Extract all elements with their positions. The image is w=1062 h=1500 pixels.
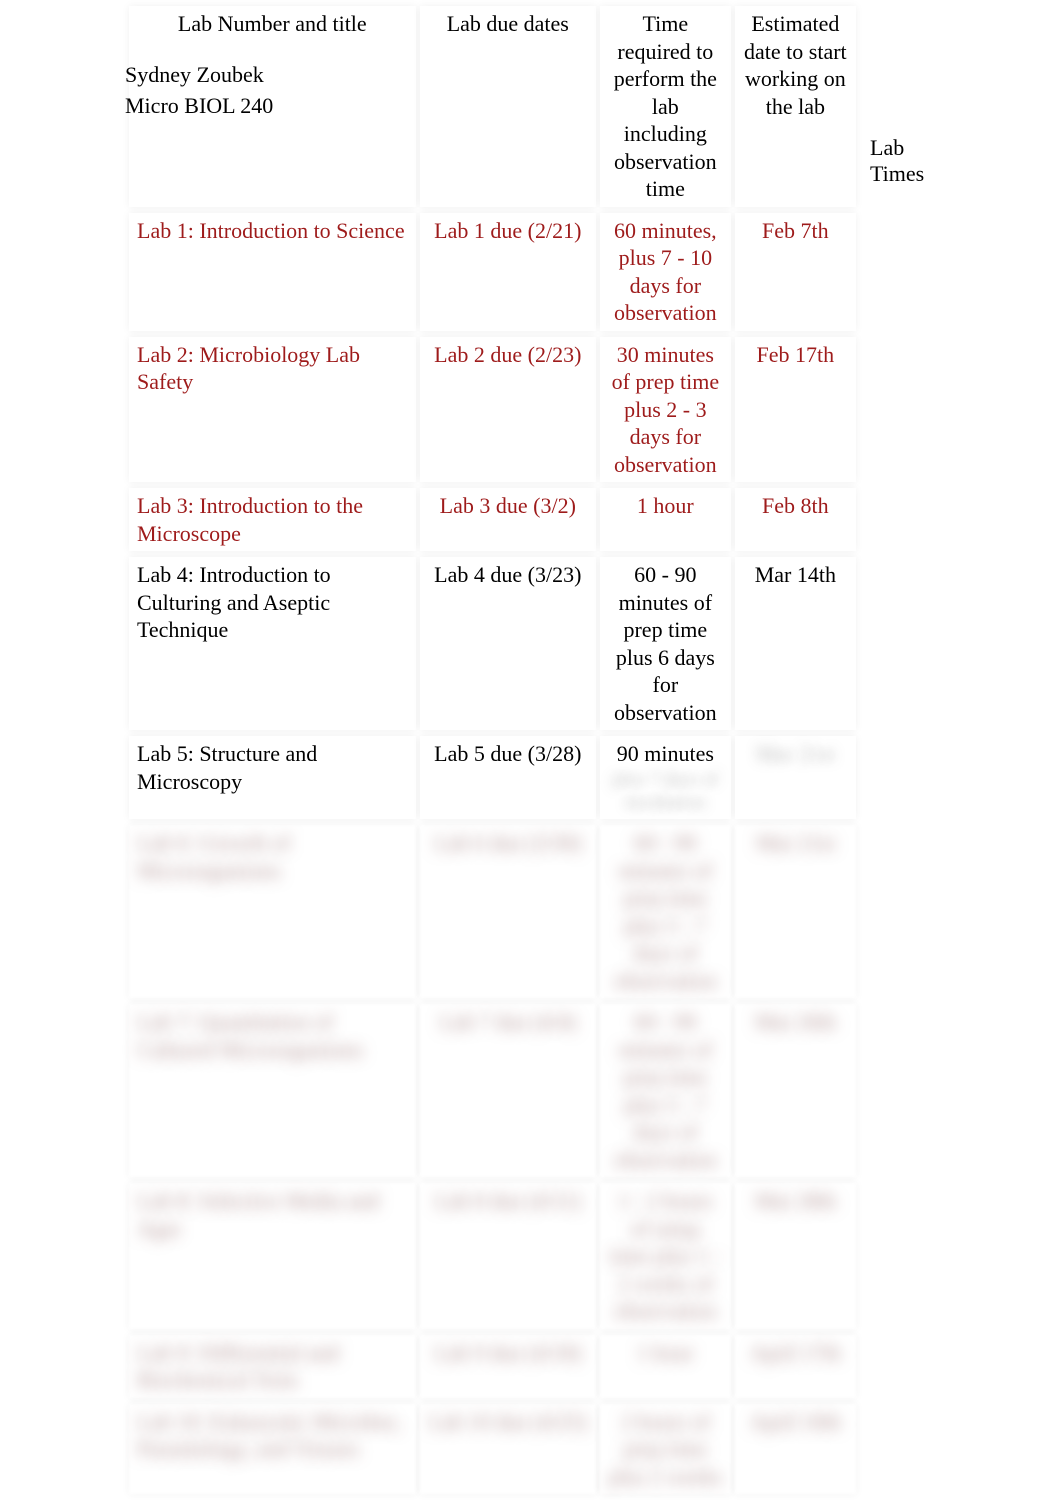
- table-row: Lab 7: Quantitation of Cultured Microorg…: [129, 1004, 856, 1177]
- cell-due: Lab 3 due (3/2): [420, 488, 596, 551]
- table-row: Lab 9: Differential and Biochemical Test…: [129, 1335, 856, 1398]
- cell-start: Feb 8th: [735, 488, 856, 551]
- page-container: Lab Times Lab Number and title Lab due d…: [0, 0, 1062, 1377]
- cell-start: Mar 26th: [735, 1004, 856, 1177]
- cell-title: Lab 7: Quantitation of Cultured Microorg…: [129, 1004, 416, 1177]
- table-row: Lab 8: Selective Media and AgarLab 8 due…: [129, 1183, 856, 1329]
- lab-schedule-table: Lab Number and title Lab due dates Time …: [125, 0, 860, 1500]
- table-row: Lab 3: Introduction to the MicroscopeLab…: [129, 488, 856, 551]
- cell-start: Feb 17th: [735, 337, 856, 483]
- cell-start: Mar 21st: [735, 825, 856, 998]
- cell-title: Lab 3: Introduction to the Microscope: [129, 488, 416, 551]
- cell-due: Lab 7 due (4/4): [420, 1004, 596, 1177]
- table-row: Lab 1: Introduction to ScienceLab 1 due …: [129, 213, 856, 331]
- student-name: Sydney Zoubek: [125, 60, 273, 91]
- cell-time-sub: plus 7 days of incubation: [608, 768, 723, 816]
- cell-title: Lab 4: Introduction to Culturing and Ase…: [129, 557, 416, 730]
- cell-due: Lab 5 due (3/28): [420, 736, 596, 819]
- table-row: Lab 5: Structure and MicroscopyLab 5 due…: [129, 736, 856, 819]
- cell-due: Lab 1 due (2/21): [420, 213, 596, 331]
- cell-time: 1 hour: [600, 1335, 731, 1398]
- cell-start: April 17th: [735, 1335, 856, 1398]
- cell-title: Lab 6: Growth of Microorganisms: [129, 825, 416, 998]
- cell-title: Lab 8: Selective Media and Agar: [129, 1183, 416, 1329]
- side-label: Lab Times: [870, 135, 924, 188]
- cell-start: Mar 28th: [735, 1183, 856, 1329]
- cell-time: 60 - 90 minutes of prep time plus 5 - 7 …: [600, 825, 731, 998]
- cell-start: Mar 21st: [735, 736, 856, 819]
- cell-due: Lab 8 due (4/11): [420, 1183, 596, 1329]
- header-start: Estimated date to start working on the l…: [735, 6, 856, 207]
- cell-time: 60 - 90 minutes of prep time plus 6 days…: [600, 557, 731, 730]
- cell-due: Lab 6 due (3/30): [420, 825, 596, 998]
- side-label-line1: Lab: [870, 135, 904, 160]
- header-due: Lab due dates: [420, 6, 596, 207]
- cell-title: Lab 5: Structure and Microscopy: [129, 736, 416, 819]
- cell-time: 60 - 90 minutes of prep time plus 5 - 7 …: [600, 1004, 731, 1177]
- table-row: Lab 6: Growth of MicroorganismsLab 6 due…: [129, 825, 856, 998]
- table-row: Lab 2: Microbiology Lab SafetyLab 2 due …: [129, 337, 856, 483]
- cell-title: Lab 9: Differential and Biochemical Test…: [129, 1335, 416, 1398]
- cell-due: Lab 2 due (2/23): [420, 337, 596, 483]
- cell-start: Mar 14th: [735, 557, 856, 730]
- cell-title: Lab 2: Microbiology Lab Safety: [129, 337, 416, 483]
- cell-title: Lab 10: Eukaryotic Microbes, Parasitolog…: [129, 1404, 416, 1495]
- cell-time: 2 hours of prep time plus 2 weeks: [600, 1404, 731, 1495]
- header-time: Time required to perform the lab includi…: [600, 6, 731, 207]
- side-label-line2: Times: [870, 161, 924, 186]
- cell-time: 30 minutes of prep time plus 2 - 3 days …: [600, 337, 731, 483]
- student-info: Sydney Zoubek Micro BIOL 240: [125, 60, 273, 122]
- cell-due: Lab 4 due (3/23): [420, 557, 596, 730]
- cell-title: Lab 1: Introduction to Science: [129, 213, 416, 331]
- cell-time: 90 minutesplus 7 days of incubation: [600, 736, 731, 819]
- table-row: Lab 10: Eukaryotic Microbes, Parasitolog…: [129, 1404, 856, 1495]
- table-row: Lab 4: Introduction to Culturing and Ase…: [129, 557, 856, 730]
- cell-start: April 10th: [735, 1404, 856, 1495]
- course-name: Micro BIOL 240: [125, 91, 273, 122]
- cell-start: Feb 7th: [735, 213, 856, 331]
- cell-due: Lab 10 due (4/25): [420, 1404, 596, 1495]
- cell-time: 1 hour: [600, 488, 731, 551]
- cell-due: Lab 9 due (4/18): [420, 1335, 596, 1398]
- cell-time: 60 minutes, plus 7 - 10 days for observa…: [600, 213, 731, 331]
- cell-time: 1 - 2 hours of setup time plus 1 - 2 wee…: [600, 1183, 731, 1329]
